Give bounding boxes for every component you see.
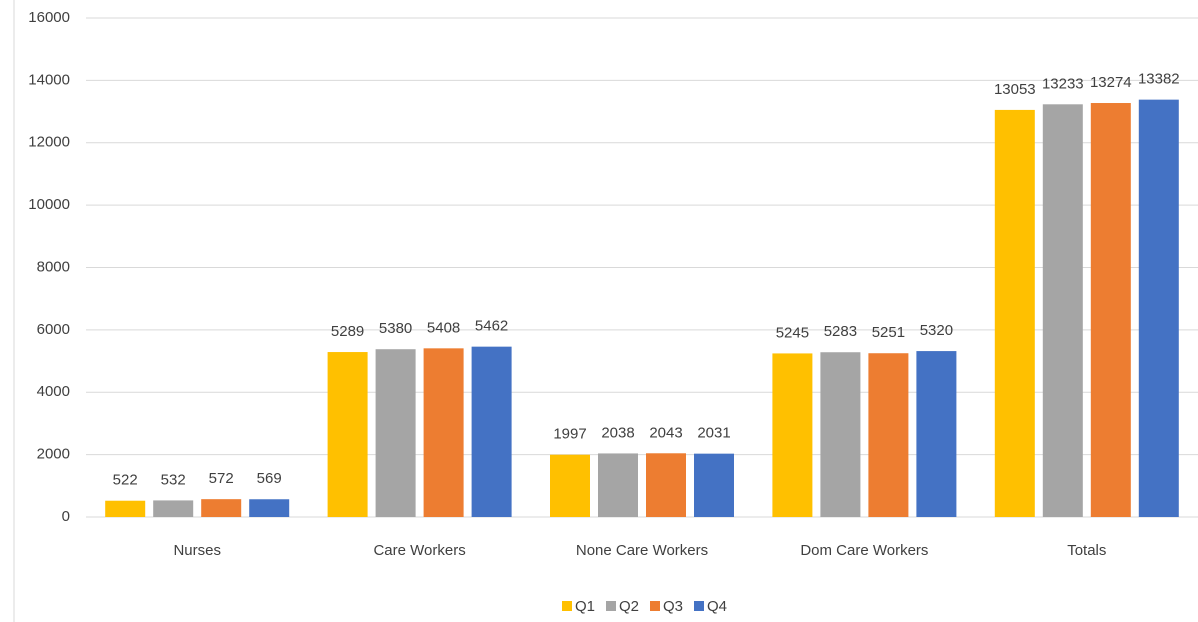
bar [327,352,368,517]
x-tick-label: None Care Workers [576,542,708,559]
x-tick-label: Care Workers [373,542,465,559]
value-label: 5462 [475,318,508,335]
value-label: 5320 [920,322,953,339]
bar [375,349,416,517]
bar [598,453,638,517]
y-tick-label: 8000 [37,258,70,275]
value-label: 2038 [601,424,634,441]
bar [772,353,813,517]
value-label: 5408 [427,319,460,336]
y-tick-label: 16000 [28,9,70,26]
bar [994,109,1035,518]
bar [868,353,909,517]
bar [694,453,734,517]
value-label: 569 [257,470,282,487]
value-label: 522 [113,472,138,489]
y-tick-label: 12000 [28,134,70,151]
bar [1138,99,1179,518]
value-label: 5289 [331,323,364,340]
bar [105,500,146,517]
value-label: 13233 [1042,75,1084,92]
bar [550,454,590,517]
value-label: 2043 [649,424,682,441]
value-label: 13053 [994,81,1036,98]
legend-label: Q4 [707,598,727,615]
x-tick-label: Totals [1067,542,1106,559]
y-tick-label: 0 [62,508,70,525]
bar [916,351,957,517]
value-label: 13274 [1090,74,1132,91]
y-tick-label: 14000 [28,71,70,88]
bar [646,453,686,517]
legend-label: Q3 [663,598,683,615]
bar [423,348,464,517]
legend-swatch [694,601,704,611]
x-tick-label: Dom Care Workers [800,542,928,559]
bar [153,500,194,517]
value-label: 2031 [697,425,730,442]
value-label: 532 [161,471,186,488]
value-label: 572 [209,470,234,487]
legend-label: Q1 [575,598,595,615]
bar [471,346,512,517]
value-label: 5380 [379,320,412,337]
bar [1090,103,1131,518]
legend-swatch [606,601,616,611]
value-label: 5245 [776,324,809,341]
bar [201,499,242,517]
bar [820,352,861,517]
x-tick-label: Nurses [173,542,221,559]
value-label: 5251 [872,324,905,341]
legend-swatch [562,601,572,611]
value-label: 13382 [1138,71,1180,88]
value-label: 1997 [553,426,586,443]
y-tick-label: 4000 [37,383,70,400]
legend-swatch [650,601,660,611]
value-label: 5283 [824,323,857,340]
y-tick-label: 2000 [37,446,70,463]
bar [249,499,290,517]
y-tick-label: 6000 [37,321,70,338]
y-tick-label: 10000 [28,196,70,213]
legend-label: Q2 [619,598,639,615]
bar [1042,104,1083,518]
